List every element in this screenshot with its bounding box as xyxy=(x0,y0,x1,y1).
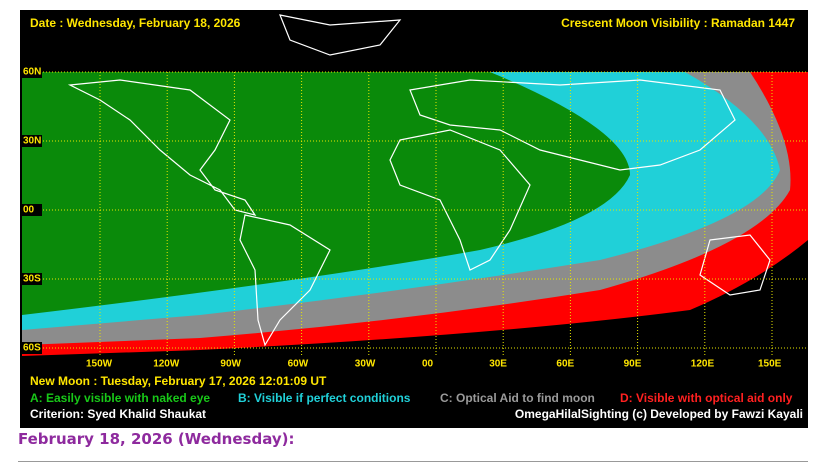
divider xyxy=(18,461,808,462)
caption: February 18, 2026 (Wednesday): xyxy=(18,430,295,448)
lon-label: 120W xyxy=(153,359,180,370)
date: Date : Wednesday, February 18, 2026 xyxy=(30,16,241,30)
visibility-map: Date : Wednesday, February 18, 2026 Cres… xyxy=(20,10,808,428)
lat-label: 30N xyxy=(23,136,41,147)
lon-label: 60E xyxy=(556,359,574,370)
lat-label-bg xyxy=(22,342,42,354)
lon-label: 150E xyxy=(758,359,782,370)
lon-label: 30E xyxy=(489,359,507,370)
lat-label-bg xyxy=(22,204,42,216)
zone-a xyxy=(22,72,630,315)
coastlines xyxy=(67,14,771,347)
lon-label: 120E xyxy=(691,359,715,370)
legend-c: C: Optical Aid to find moon xyxy=(440,391,595,405)
legend-b: B: Visible if perfect conditions xyxy=(238,391,411,405)
lon-label: 00 xyxy=(422,359,434,370)
lon-label: 90W xyxy=(220,359,241,370)
lat-label-bg xyxy=(22,135,42,147)
legend-d: D: Visible with optical aid only xyxy=(620,391,793,405)
grid xyxy=(22,71,808,356)
criterion: Criterion: Syed Khalid Shaukat xyxy=(30,407,206,421)
lat-label-bg xyxy=(22,273,42,285)
lat-label: 60N xyxy=(23,67,41,78)
lon-label: 150W xyxy=(86,359,113,370)
lon-label: 60W xyxy=(288,359,309,370)
map-title: Crescent Moon Visibility : Ramadan 1447 xyxy=(561,16,795,30)
lat-label: 30S xyxy=(23,274,41,285)
legend-a: A: Easily visible with naked eye xyxy=(30,391,210,405)
lat-label: 00 xyxy=(23,205,35,216)
credit: OmegaHilalSighting (c) Developed by Fawz… xyxy=(515,407,803,421)
new-moon: New Moon : Tuesday, February 17, 2026 12… xyxy=(30,374,327,388)
lon-label: 90E xyxy=(624,359,642,370)
lon-label: 30W xyxy=(355,359,376,370)
lat-label: 60S xyxy=(23,343,41,354)
lat-label-bg xyxy=(22,66,42,78)
